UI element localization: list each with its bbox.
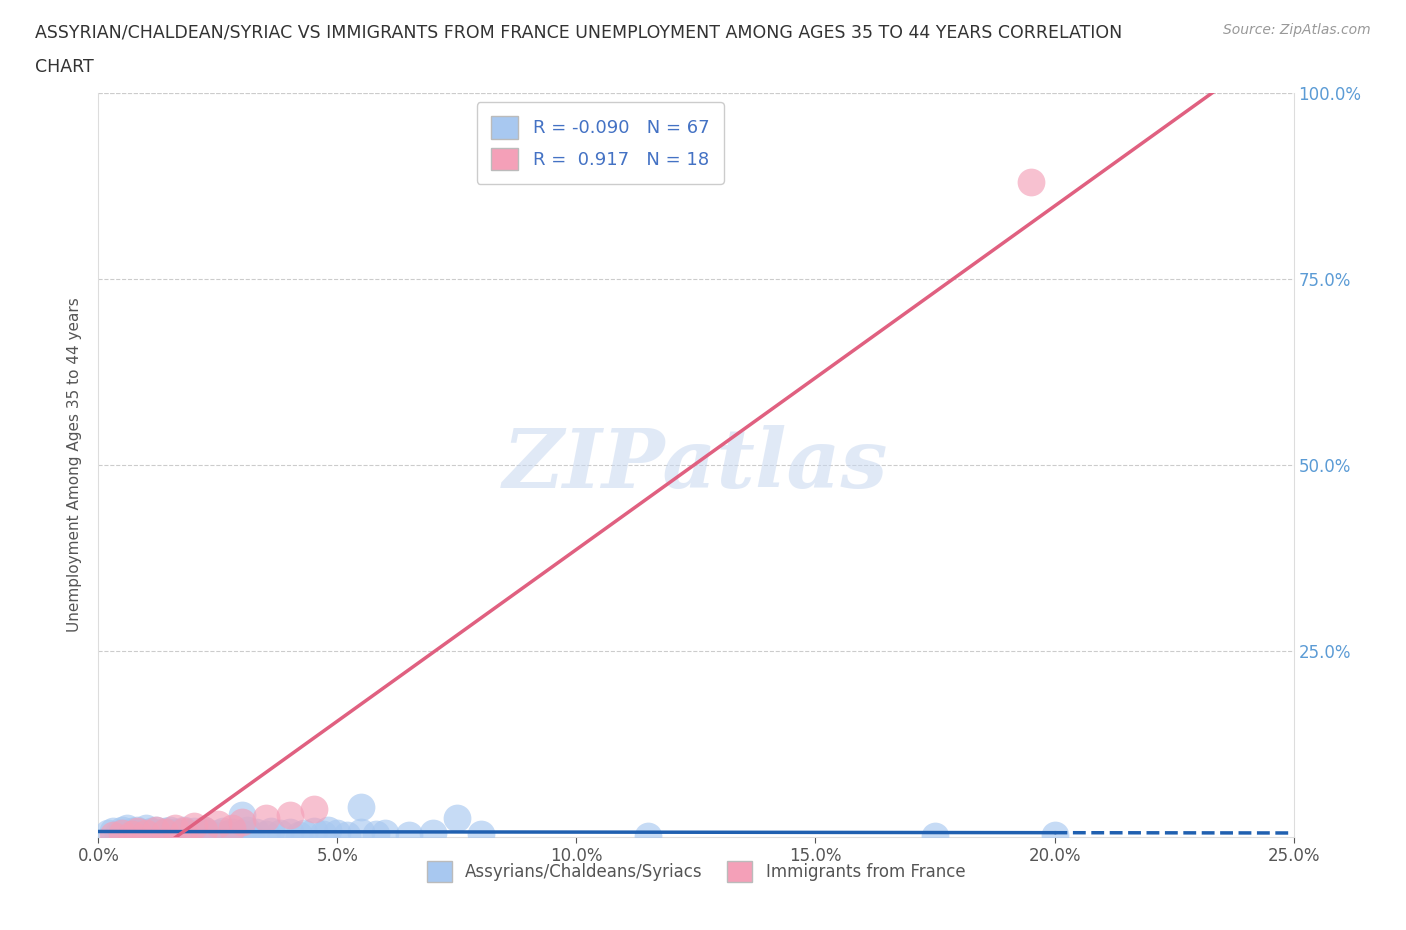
Point: [231, 815, 253, 830]
Point: [924, 828, 946, 843]
Point: [115, 820, 138, 835]
Point: [217, 827, 239, 842]
Point: [221, 820, 243, 835]
Point: [193, 822, 215, 837]
Point: [159, 822, 181, 837]
Point: [302, 824, 325, 839]
Point: [470, 827, 492, 842]
Point: [149, 825, 172, 840]
Point: [101, 828, 124, 843]
Point: [139, 826, 162, 841]
Point: [173, 828, 195, 843]
Point: [163, 824, 186, 839]
Point: [159, 826, 181, 841]
Point: [163, 820, 186, 835]
Point: [1043, 828, 1066, 843]
Legend: Assyrians/Chaldeans/Syriacs, Immigrants from France: Assyrians/Chaldeans/Syriacs, Immigrants …: [420, 855, 972, 888]
Point: [173, 824, 195, 839]
Point: [326, 826, 349, 841]
Point: [121, 828, 143, 843]
Point: [235, 822, 257, 837]
Point: [111, 826, 134, 841]
Point: [135, 825, 157, 840]
Point: [1019, 175, 1042, 190]
Point: [422, 826, 444, 841]
Point: [135, 825, 157, 840]
Point: [292, 825, 315, 840]
Point: [179, 826, 201, 841]
Point: [278, 807, 301, 822]
Point: [173, 823, 195, 838]
Point: [155, 824, 177, 839]
Point: [121, 824, 143, 839]
Point: [207, 817, 229, 831]
Point: [231, 807, 253, 822]
Point: [350, 824, 373, 839]
Point: [288, 828, 311, 843]
Point: [145, 822, 167, 837]
Point: [155, 824, 177, 839]
Point: [149, 828, 172, 843]
Point: [183, 824, 205, 839]
Point: [145, 827, 167, 842]
Point: [139, 824, 162, 839]
Point: [259, 824, 281, 839]
Text: Source: ZipAtlas.com: Source: ZipAtlas.com: [1223, 23, 1371, 37]
Point: [197, 826, 219, 841]
Point: [240, 828, 263, 843]
Point: [101, 824, 124, 839]
Y-axis label: Unemployment Among Ages 35 to 44 years: Unemployment Among Ages 35 to 44 years: [67, 298, 83, 632]
Point: [254, 811, 277, 826]
Point: [135, 820, 157, 835]
Point: [121, 827, 143, 842]
Point: [278, 824, 301, 839]
Point: [111, 822, 134, 837]
Point: [187, 827, 209, 842]
Point: [193, 822, 215, 837]
Point: [163, 827, 186, 842]
Point: [637, 828, 659, 843]
Point: [111, 825, 134, 840]
Point: [336, 828, 359, 843]
Text: ASSYRIAN/CHALDEAN/SYRIAC VS IMMIGRANTS FROM FRANCE UNEMPLOYMENT AMONG AGES 35 TO: ASSYRIAN/CHALDEAN/SYRIAC VS IMMIGRANTS F…: [35, 23, 1122, 41]
Point: [398, 828, 420, 843]
Point: [350, 800, 373, 815]
Point: [221, 824, 243, 839]
Point: [145, 822, 167, 837]
Point: [125, 824, 148, 839]
Point: [231, 826, 253, 841]
Point: [312, 827, 335, 842]
Point: [364, 827, 387, 842]
Text: CHART: CHART: [35, 58, 94, 75]
Point: [302, 802, 325, 817]
Point: [193, 824, 215, 839]
Point: [269, 826, 291, 841]
Point: [202, 828, 225, 843]
Point: [125, 826, 148, 841]
Point: [446, 811, 468, 826]
Point: [374, 825, 396, 840]
Point: [211, 824, 233, 839]
Point: [254, 827, 277, 842]
Text: ZIPatlas: ZIPatlas: [503, 425, 889, 505]
Point: [316, 822, 339, 837]
Point: [207, 825, 229, 840]
Point: [107, 827, 129, 842]
Point: [183, 818, 205, 833]
Point: [131, 827, 153, 842]
Point: [125, 822, 148, 837]
Point: [97, 826, 120, 841]
Point: [169, 825, 191, 840]
Point: [131, 824, 153, 839]
Point: [245, 824, 267, 839]
Point: [115, 827, 138, 842]
